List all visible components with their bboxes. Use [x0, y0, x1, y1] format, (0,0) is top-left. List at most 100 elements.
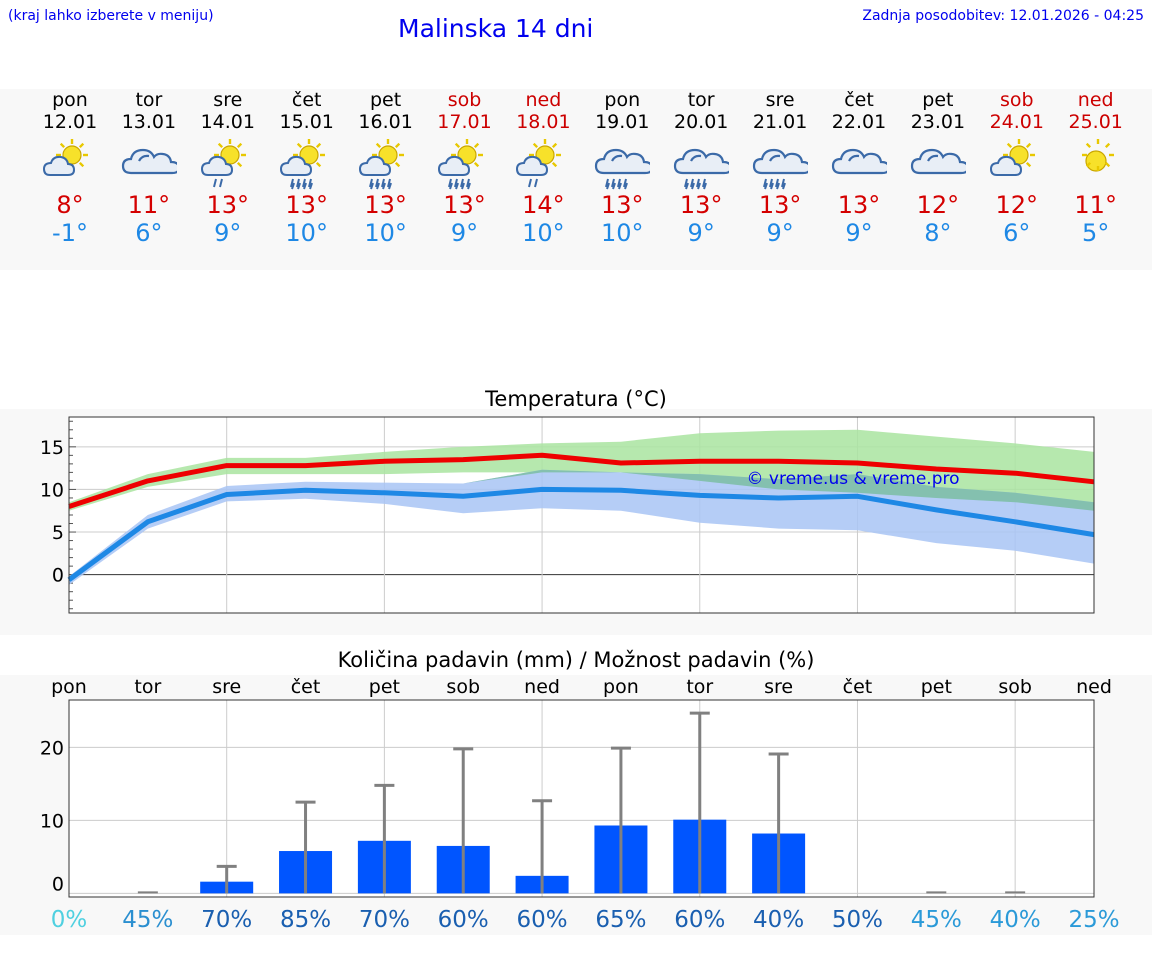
- max-temp: 11°: [127, 191, 171, 219]
- sun-cloud-rain-icon: [279, 139, 325, 190]
- cloud-rain-icon: [595, 148, 651, 190]
- precip-probability-label: 45%: [911, 907, 962, 933]
- day-name: tor: [135, 89, 163, 111]
- precip-probability-label: 40%: [753, 907, 804, 933]
- day-name: pon: [604, 89, 641, 111]
- max-temp-line: [68, 452, 1095, 509]
- precip-probability-label: 40%: [990, 907, 1041, 933]
- x-category-label: sre: [764, 676, 793, 698]
- day-column: pon 19.01 13° 10°: [582, 89, 662, 247]
- max-temp: 13°: [364, 191, 407, 219]
- precip-probability-label: 65%: [595, 907, 646, 933]
- x-category-label: pet: [369, 676, 400, 698]
- day-column: tor 13.01 11° 6°: [109, 89, 189, 247]
- max-temp: 13°: [758, 191, 802, 219]
- day-name: sre: [765, 89, 795, 111]
- x-category-label: ned: [524, 676, 560, 698]
- day-column: sob 17.01 13° 9°: [425, 89, 505, 247]
- watermark: © vreme.us & vreme.pro: [746, 469, 959, 489]
- temperature-panel: Temperatura (°C) 0 5 10 15 © vreme.us & vrem…: [0, 387, 1152, 635]
- precip-probability-label: 70%: [201, 907, 252, 933]
- x-category-label: tor: [686, 676, 713, 698]
- min-temp: 10°: [364, 219, 407, 247]
- day-name: čet: [844, 89, 874, 111]
- day-column: čet 22.01 13° 9°: [819, 89, 899, 247]
- day-column: sre 21.01 13° 9°: [740, 89, 820, 247]
- min-temp: 9°: [214, 219, 242, 247]
- day-date: 15.01: [279, 111, 334, 133]
- day-name: ned: [1077, 89, 1114, 111]
- day-name: sre: [213, 89, 243, 111]
- day-name: pet: [922, 89, 954, 111]
- y-tick-label: 5: [52, 522, 64, 544]
- sun-cloud-rain-icon: [358, 139, 404, 190]
- day-date: 13.01: [121, 111, 177, 133]
- last-updated: Zadnja posodobitev: 12.01.2026 - 04:25: [862, 8, 1144, 24]
- sun-cloud-light-rain-icon: [200, 139, 246, 188]
- cloud-icon: [831, 148, 887, 175]
- max-temp: 13°: [679, 191, 723, 219]
- day-column: ned 18.01 14° 10°: [503, 89, 583, 247]
- day-column: ned 25.01 11° 5°: [1056, 89, 1136, 247]
- cloud-icon: [121, 148, 177, 175]
- max-temp: 13°: [837, 191, 881, 219]
- day-date: 24.01: [989, 111, 1044, 133]
- min-temp: 5°: [1082, 219, 1110, 247]
- precip-probability-label: 60%: [517, 907, 568, 933]
- min-temp: 6°: [135, 219, 163, 247]
- day-name: čet: [291, 89, 322, 111]
- max-temp: 14°: [522, 191, 565, 219]
- day-date: 19.01: [595, 111, 650, 133]
- cloud-icon: [910, 148, 966, 175]
- day-column: tor 20.01 13° 9°: [661, 89, 741, 247]
- min-temp: 9°: [766, 219, 794, 247]
- day-column: pon 12.01 8° -1°: [30, 89, 110, 247]
- sun-icon: [1081, 139, 1114, 172]
- precip-probability-label: 45%: [122, 907, 173, 933]
- y-tick-label: 15: [40, 437, 64, 459]
- sun-cloud-icon: [42, 139, 88, 176]
- cloud-rain-icon: [752, 148, 809, 190]
- y-tick-label: 10: [40, 810, 64, 832]
- precip-probability-label: 60%: [438, 907, 489, 933]
- max-temp: 12°: [995, 191, 1039, 219]
- y-tick-label: 20: [40, 737, 64, 759]
- precipitation-panel: Količina padavin (mm) / Možnost padavin …: [0, 648, 1152, 935]
- x-category-label: sob: [446, 676, 480, 698]
- min-temp: -1°: [52, 219, 88, 247]
- x-category-label: pon: [603, 676, 639, 698]
- y-tick-label: 0: [52, 565, 64, 587]
- x-category-label: čet: [843, 676, 873, 698]
- precip-probability-label: 70%: [359, 907, 410, 933]
- day-name: sob: [447, 89, 482, 111]
- day-name: ned: [525, 89, 562, 111]
- day-column: sre 14.01 13° 9°: [188, 89, 268, 247]
- day-date: 22.01: [831, 111, 887, 133]
- day-date: 20.01: [673, 111, 729, 133]
- precipitation-chart-title: Količina padavin (mm) / Možnost padavin …: [337, 648, 815, 672]
- day-date: 23.01: [910, 111, 966, 133]
- sun-cloud-rain-icon: [437, 139, 483, 190]
- y-tick-label: 10: [40, 479, 64, 501]
- max-temp: 12°: [916, 191, 960, 219]
- x-category-label: tor: [134, 676, 161, 698]
- min-temp-line: [67, 486, 1095, 582]
- plot-area: [69, 700, 1094, 897]
- page-title: Malinska 14 dni: [398, 14, 594, 43]
- day-column: čet 15.01 13° 10°: [267, 89, 347, 247]
- max-temp: 8°: [56, 191, 84, 219]
- sun-cloud-icon: [989, 139, 1035, 176]
- min-temp: 8°: [924, 219, 952, 247]
- day-column: pet 16.01 13° 10°: [346, 89, 426, 247]
- day-date: 14.01: [200, 111, 255, 133]
- min-temp: 9°: [687, 219, 715, 247]
- max-temp: 13°: [206, 191, 250, 219]
- daily-forecast-strip: pon 12.01 8° -1° tor 13.01 11° 6° sre 14.01 13° 9° č…: [0, 89, 1152, 270]
- day-date: 18.01: [516, 111, 571, 133]
- precip-probability-label: 85%: [280, 907, 331, 933]
- x-category-label: ned: [1076, 676, 1112, 698]
- cloud-rain-icon: [674, 148, 730, 190]
- min-temp: 10°: [285, 219, 328, 247]
- precip-probability-label: 50%: [832, 907, 883, 933]
- min-temp: 6°: [1003, 219, 1031, 247]
